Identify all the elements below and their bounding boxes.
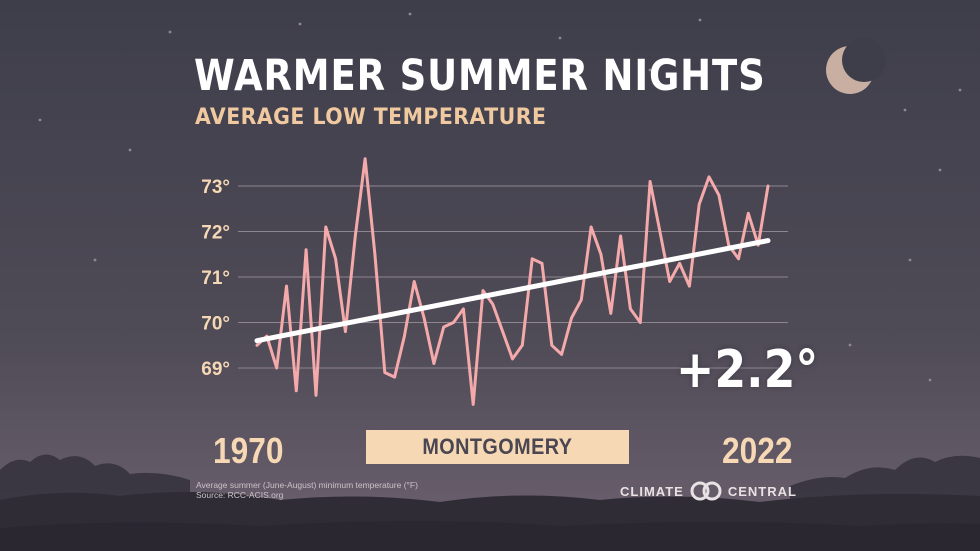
data-point [295,389,298,393]
star-dot [648,68,652,72]
linked-rings-icon [690,481,722,501]
data-point [579,298,583,302]
data-point [275,366,278,370]
star-dot [38,118,42,122]
star-dot [698,18,702,22]
data-point [422,316,426,320]
data-point [471,403,475,406]
data-point [412,280,416,283]
footnote: Average summer (June-August) minimum tem… [196,480,418,500]
data-point [648,180,652,183]
data-point [403,334,406,338]
data-point [491,303,495,306]
data-point [353,234,357,238]
data-point [442,325,446,329]
data-point [334,257,337,261]
star-dot [958,88,962,92]
star-dot [938,168,942,172]
data-point [570,316,573,320]
star-dot [908,258,912,262]
data-point [619,234,622,238]
chart-gridlines [238,185,788,369]
data-point [285,284,288,288]
data-point [766,184,770,188]
star-dot [298,22,302,26]
tree-silhouette [0,454,980,551]
data-point [717,193,721,197]
y-axis-ticks: 69° 70° 71° 72° 73° [201,177,230,380]
y-tick-label: 72° [201,223,230,244]
logo-text-left: CLIMATE [620,483,684,499]
data-point [629,307,632,311]
data-point [481,289,485,292]
y-tick-label: 71° [201,268,230,289]
data-point [697,202,701,206]
data-point [432,362,436,365]
data-point [344,330,347,333]
data-point [678,262,681,265]
data-point [501,330,504,333]
data-point [688,284,691,288]
data-point [363,157,367,160]
y-tick-label: 70° [201,314,230,335]
data-point [589,225,593,229]
data-point [304,248,308,251]
data-point [707,175,711,179]
trend-line [254,238,771,344]
location-label: MONTGOMERY [422,434,573,459]
data-point [255,343,259,347]
stars-decoration [38,12,962,382]
star-dot [558,36,562,40]
climate-central-logo: CLIMATE CENTRAL [620,480,797,502]
x-axis-end-label: 2022 [722,430,793,471]
data-point [737,257,740,261]
data-point [383,371,387,374]
data-point [462,307,465,311]
data-point [530,257,534,261]
data-point [452,321,455,324]
data-point [511,357,514,361]
x-axis-start-label: 1970 [213,430,284,471]
chart-subtitle: AVERAGE LOW TEMPERATURE [195,105,547,130]
star-dot [903,108,907,112]
data-point [560,353,563,356]
star-dot [128,148,132,152]
data-point [393,375,396,379]
data-point [540,262,544,265]
data-point [599,252,603,256]
star-dot [168,30,172,34]
footnote-description: Average summer (June-August) minimum tem… [196,480,418,490]
location-badge: MONTGOMERY [366,430,629,464]
data-point [373,252,377,256]
data-point [550,343,554,347]
data-point [324,225,328,229]
data-point [668,280,672,283]
logo-text-right: CENTRAL [727,483,797,499]
temperature-change-label: +2.2° [676,340,819,400]
chart-title: WARMER SUMMER NIGHTS [194,51,766,101]
data-point [314,394,318,397]
data-point [521,343,524,347]
footnote-source: Source: RCC-ACIS.org [196,490,284,500]
data-point [609,312,613,315]
data-point [658,230,662,233]
star-dot [408,12,412,16]
star-dot [93,258,97,262]
y-tick-label: 69° [201,359,230,380]
star-dot [928,378,932,382]
y-tick-label: 73° [201,177,230,198]
star-dot [848,343,852,347]
series-points [255,157,770,406]
data-point [638,321,642,324]
crescent-moon-icon [826,38,886,94]
data-point [747,212,750,215]
